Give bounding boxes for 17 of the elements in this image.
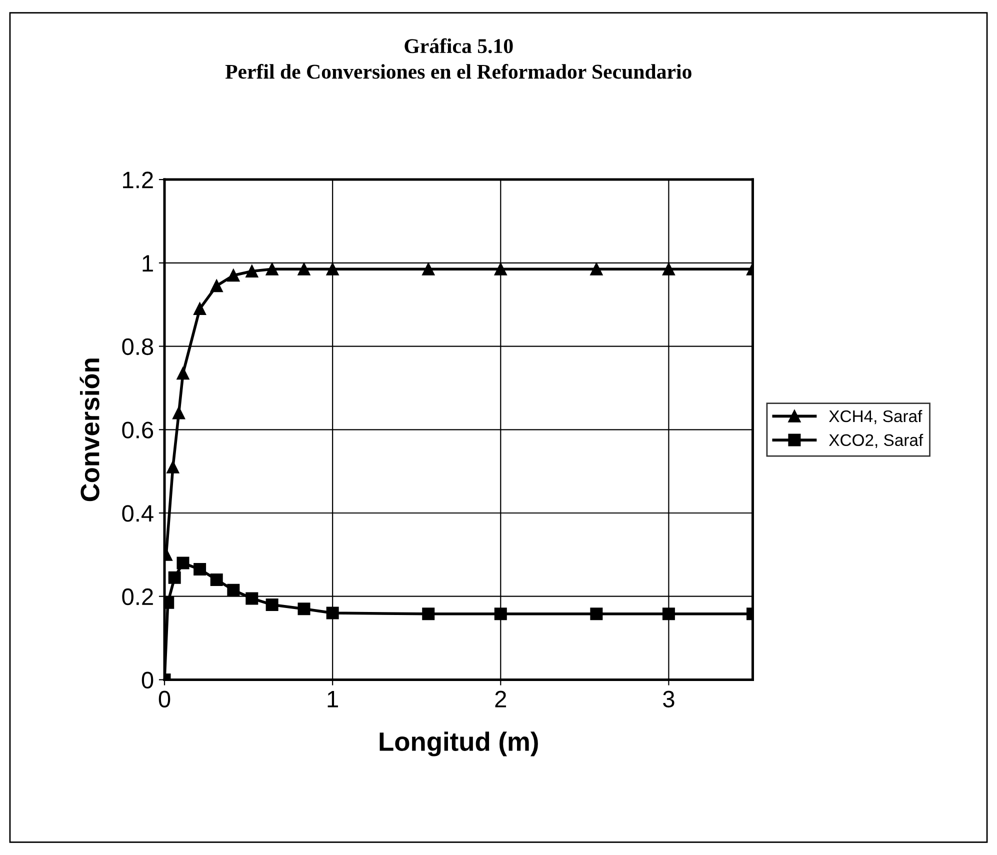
y-axis-title: Conversión (80, 358, 100, 502)
y-tick-label: 0.4 (122, 505, 154, 522)
x-axis-title: Longitud (m) (380, 732, 538, 756)
x-tick-label: 0 (158, 690, 170, 708)
y-tick-label: 1.2 (123, 172, 153, 188)
chart-title: Gráfica 5.10 (404, 38, 513, 54)
y-tick-label: 0.6 (122, 422, 154, 438)
legend-label: XCO2, Saraf (828, 434, 924, 448)
x-tick-label: 2 (495, 690, 506, 708)
y-tick-label: 0.8 (122, 338, 154, 356)
chart-subtitle: Perfil de Conversiones en el Reformador Secundario (225, 64, 692, 79)
legend-label: XCH4, Saraf (828, 410, 922, 424)
y-tick-label: 0.2 (122, 588, 153, 606)
y-tick-label: 0 (142, 672, 154, 689)
y-tick-label: 1 (142, 255, 153, 272)
x-tick-label: 3 (663, 690, 674, 708)
x-tick-label: 1 (328, 691, 338, 708)
